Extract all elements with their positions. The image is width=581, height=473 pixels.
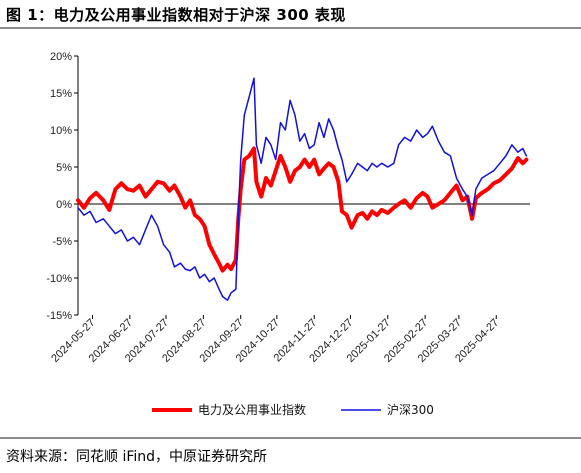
y-tick-label: 15% <box>50 88 72 100</box>
y-axis-ticks: -15% -10% -5% 0% 5% 10% 15% 20% <box>46 51 78 322</box>
y-tick-label: 20% <box>50 51 72 63</box>
legend-label-0: 电力及公用事业指数 <box>198 402 306 417</box>
footer-divider <box>0 437 581 439</box>
y-tick-label: -10% <box>46 273 72 285</box>
series-lines <box>76 77 529 301</box>
y-tick-label: 0% <box>56 199 72 211</box>
legend: 电力及公用事业指数 沪深300 <box>152 402 434 417</box>
series-line-1 <box>77 77 528 301</box>
figure-title: 图 1：电力及公用事业指数相对于沪深 300 表现 <box>6 6 346 24</box>
x-axis-ticks: 2024-05-272024-06-272024-07-272024-08-27… <box>49 315 501 365</box>
source-note: 资料来源：同花顺 iFind，中原证券研究所 <box>6 449 268 465</box>
title-divider <box>0 27 581 29</box>
y-tick-label: 5% <box>56 162 72 174</box>
series-line-0 <box>76 146 529 273</box>
y-tick-label: -15% <box>46 310 72 322</box>
legend-label-1: 沪深300 <box>387 403 434 417</box>
y-tick-label: 10% <box>50 125 72 137</box>
y-tick-label: -5% <box>52 236 72 248</box>
